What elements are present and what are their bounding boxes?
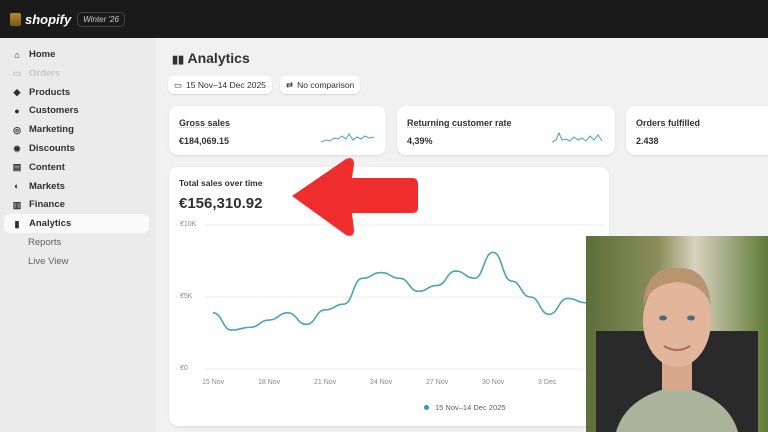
red-arrow-annotation xyxy=(292,158,418,236)
sidebar-item-label: Markets xyxy=(29,180,65,192)
sidebar-item-products[interactable]: ◆ Products xyxy=(4,83,149,102)
sidebar-item-label: Discounts xyxy=(29,143,75,154)
home-icon: ⌂ xyxy=(14,49,20,60)
discount-icon: ✹ xyxy=(13,143,21,154)
sidebar-item-home[interactable]: ⌂ Home xyxy=(4,45,149,64)
person-icon: ● xyxy=(14,105,20,116)
x-tick-label: 3 Dec xyxy=(538,379,557,386)
sidebar-item-label: Home xyxy=(29,49,56,60)
y-tick-label: €5K xyxy=(180,293,193,300)
kpi-card-orders-fulfilled[interactable]: Orders fulfilled 2.438 xyxy=(626,106,768,155)
sidebar-item-discounts[interactable]: ✹ Discounts xyxy=(4,139,149,158)
presenter-webcam xyxy=(586,236,768,432)
x-tick-label: 18 Nov xyxy=(258,379,281,386)
sidebar-item-finance[interactable]: ▥ Finance xyxy=(4,195,149,214)
sidebar-item-label: Reports xyxy=(28,237,62,248)
kpi-card-returning-rate[interactable]: Returning customer rate 4,39% xyxy=(397,106,615,155)
chart-legend: 15 Nov–14 Dec 2025 xyxy=(424,403,505,412)
bar-chart-icon: ▮ xyxy=(14,218,20,229)
target-icon: ◎ xyxy=(13,124,21,135)
sidebar-item-customers[interactable]: ● Customers xyxy=(4,101,149,120)
comparison-button[interactable]: ⇄ No comparison xyxy=(280,76,361,94)
sidebar-item-label: Analytics xyxy=(29,218,72,230)
sidebar-item-marketing[interactable]: ◎ Marketing xyxy=(4,120,149,139)
sidebar-item-markets[interactable]: ◐ Markets xyxy=(4,177,149,196)
sidebar-item-label: Marketing xyxy=(29,124,74,136)
sidebar-item-reports[interactable]: Reports xyxy=(4,233,149,252)
sidebar-item-label: Live View xyxy=(28,255,69,267)
sidebar-item-content[interactable]: ▤ Content xyxy=(4,158,149,177)
x-tick-label: 21 Nov xyxy=(314,379,337,386)
date-range-button[interactable]: ▭ 15 Nov–14 Dec 2025 xyxy=(168,76,272,94)
sidebar-item-label: Products xyxy=(29,86,71,98)
chart-total: €156,310.92 xyxy=(179,195,263,212)
calendar-icon: ▭ xyxy=(174,79,183,90)
sidebar-item-label: Finance xyxy=(29,199,65,211)
kpi-value: 4,39% xyxy=(407,136,433,146)
kpi-value: 2.438 xyxy=(636,136,659,146)
kpi-label: Gross sales xyxy=(179,118,231,128)
sidebar-item-orders[interactable]: ▭ Orders xyxy=(4,64,149,83)
tag-icon: ◆ xyxy=(13,87,21,98)
x-tick-label: 24 Nov xyxy=(370,379,393,386)
sparkline xyxy=(552,131,603,143)
bank-icon: ▥ xyxy=(12,199,22,210)
sidebar: ⌂ Home ▭ Orders ◆ Products ● Customers ◎ Marketin… xyxy=(0,38,156,432)
series-line xyxy=(212,251,587,331)
globe-icon: ◐ xyxy=(14,181,20,192)
presenter-face xyxy=(596,267,758,432)
inbox-icon: ▭ xyxy=(12,68,22,79)
kpi-value: €184,069.15 xyxy=(179,136,230,146)
shopify-bag-icon xyxy=(10,12,21,26)
y-tick-label: €10K xyxy=(180,221,197,228)
top-bar: shopify Winter '26 xyxy=(0,0,768,38)
release-badge[interactable]: Winter '26 xyxy=(77,11,125,27)
compare-icon: ⇄ xyxy=(286,79,294,90)
sidebar-item-label: Orders xyxy=(29,67,61,79)
kpi-label: Orders fulfilled xyxy=(636,118,701,128)
sidebar-item-label: Customers xyxy=(29,105,79,117)
content-icon: ▤ xyxy=(12,162,22,173)
sidebar-item-label: Content xyxy=(29,161,65,173)
sidebar-item-analytics[interactable]: ▮ Analytics xyxy=(4,214,149,234)
legend-dot xyxy=(424,405,429,410)
x-tick-label: 27 Nov xyxy=(426,379,449,386)
page-title: ▮▮ Analytics xyxy=(172,50,250,66)
legend-label: 15 Nov–14 Dec 2025 xyxy=(435,403,506,412)
kpi-card-gross-sales[interactable]: Gross sales €184,069.15 xyxy=(169,106,386,155)
sparkline xyxy=(321,133,375,143)
x-tick-label: 15 Nov xyxy=(202,379,225,386)
x-tick-label: 30 Nov xyxy=(482,379,505,386)
chart-title: Total sales over time xyxy=(179,178,263,188)
y-tick-label: €0 xyxy=(180,365,188,372)
bar-chart-icon: ▮▮ xyxy=(172,54,185,66)
sidebar-item-live-view[interactable]: Live View xyxy=(4,252,149,271)
shopify-logo[interactable]: shopify xyxy=(25,11,72,27)
kpi-label: Returning customer rate xyxy=(407,118,512,128)
